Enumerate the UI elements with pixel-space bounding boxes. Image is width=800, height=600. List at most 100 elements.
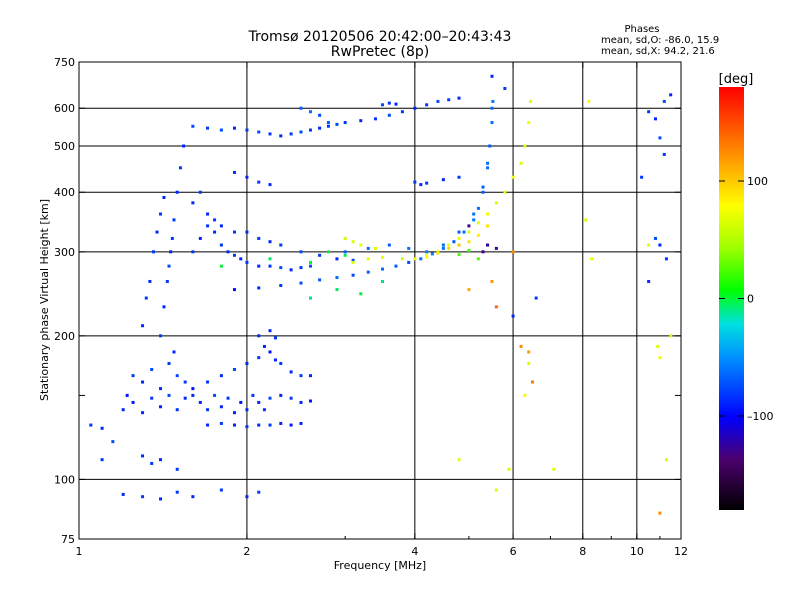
data-point bbox=[232, 288, 236, 292]
data-point bbox=[279, 421, 283, 425]
data-point bbox=[232, 423, 236, 427]
data-point bbox=[534, 296, 538, 300]
plot-frame bbox=[78, 61, 682, 540]
data-point bbox=[206, 212, 210, 216]
data-point bbox=[486, 166, 490, 170]
data-point bbox=[178, 166, 182, 170]
data-point bbox=[219, 243, 223, 247]
data-point bbox=[198, 236, 202, 240]
data-point bbox=[490, 279, 494, 283]
data-point bbox=[529, 99, 533, 103]
data-point bbox=[232, 126, 236, 130]
data-point bbox=[326, 250, 330, 254]
data-point bbox=[245, 495, 249, 499]
data-point bbox=[457, 236, 461, 240]
data-point bbox=[519, 161, 523, 165]
data-point bbox=[279, 393, 283, 397]
data-point bbox=[441, 246, 445, 250]
data-point bbox=[351, 240, 355, 244]
data-point bbox=[219, 488, 223, 492]
data-point bbox=[219, 128, 223, 132]
data-point bbox=[486, 161, 490, 165]
data-point bbox=[219, 374, 223, 378]
x-tick-label: 2 bbox=[243, 545, 250, 558]
data-point bbox=[191, 387, 195, 391]
data-point bbox=[647, 243, 651, 247]
data-point bbox=[373, 246, 377, 250]
data-point bbox=[490, 74, 494, 78]
data-point bbox=[335, 257, 339, 261]
data-point bbox=[436, 99, 440, 103]
data-point bbox=[494, 246, 498, 250]
data-point bbox=[226, 250, 230, 254]
data-points bbox=[89, 74, 673, 515]
data-point bbox=[527, 361, 531, 365]
data-point bbox=[239, 257, 243, 261]
data-point bbox=[172, 218, 176, 222]
data-point bbox=[273, 336, 277, 340]
data-point bbox=[175, 490, 179, 494]
data-point bbox=[245, 128, 249, 132]
data-point bbox=[268, 396, 272, 400]
data-point bbox=[467, 224, 471, 228]
data-point bbox=[335, 122, 339, 126]
data-point bbox=[359, 243, 363, 247]
data-point bbox=[131, 400, 135, 404]
data-point bbox=[167, 393, 171, 397]
data-point bbox=[494, 488, 498, 492]
data-point bbox=[162, 305, 166, 309]
data-point bbox=[257, 264, 261, 268]
data-point bbox=[289, 423, 293, 427]
data-point bbox=[150, 461, 154, 465]
data-point bbox=[219, 405, 223, 409]
data-point bbox=[366, 257, 370, 261]
data-point bbox=[279, 283, 283, 287]
data-point bbox=[343, 250, 347, 254]
data-point bbox=[656, 344, 660, 348]
colorbar-tick-label: 100 bbox=[747, 175, 768, 188]
data-point bbox=[213, 218, 217, 222]
data-point bbox=[380, 279, 384, 283]
data-point bbox=[380, 103, 384, 107]
data-point bbox=[481, 190, 485, 194]
data-point bbox=[191, 250, 195, 254]
y-tick-label: 100 bbox=[54, 473, 75, 486]
data-point bbox=[511, 175, 515, 179]
data-point bbox=[167, 264, 171, 268]
data-point bbox=[658, 356, 662, 360]
data-point bbox=[413, 106, 417, 110]
data-point bbox=[198, 400, 202, 404]
data-point bbox=[472, 212, 476, 216]
data-point bbox=[359, 119, 363, 123]
data-point bbox=[552, 467, 556, 471]
data-point bbox=[257, 130, 261, 134]
data-point bbox=[503, 86, 507, 90]
data-point bbox=[121, 408, 125, 412]
data-point bbox=[141, 411, 145, 415]
data-point bbox=[425, 250, 429, 254]
data-point bbox=[141, 454, 145, 458]
data-point bbox=[490, 121, 494, 125]
y-tick-label: 200 bbox=[54, 330, 75, 343]
data-point bbox=[159, 212, 163, 216]
data-point bbox=[669, 93, 673, 97]
data-point bbox=[151, 250, 155, 254]
data-point bbox=[89, 423, 93, 427]
data-point bbox=[467, 288, 471, 292]
data-point bbox=[457, 243, 461, 247]
data-point bbox=[299, 250, 303, 254]
data-point bbox=[486, 243, 490, 247]
y-tick-label: 400 bbox=[54, 186, 75, 199]
x-axis-ticks: 1 2 4 6 8 10 12 bbox=[76, 62, 688, 558]
data-point bbox=[476, 206, 480, 210]
data-point bbox=[100, 458, 104, 462]
y-tick-label: 500 bbox=[54, 140, 75, 153]
data-point bbox=[647, 279, 651, 283]
data-point bbox=[162, 195, 166, 199]
data-point bbox=[219, 421, 223, 425]
data-point bbox=[268, 257, 272, 261]
data-point bbox=[419, 257, 423, 261]
data-point bbox=[387, 113, 391, 117]
data-point bbox=[159, 458, 163, 462]
data-point bbox=[144, 296, 148, 300]
